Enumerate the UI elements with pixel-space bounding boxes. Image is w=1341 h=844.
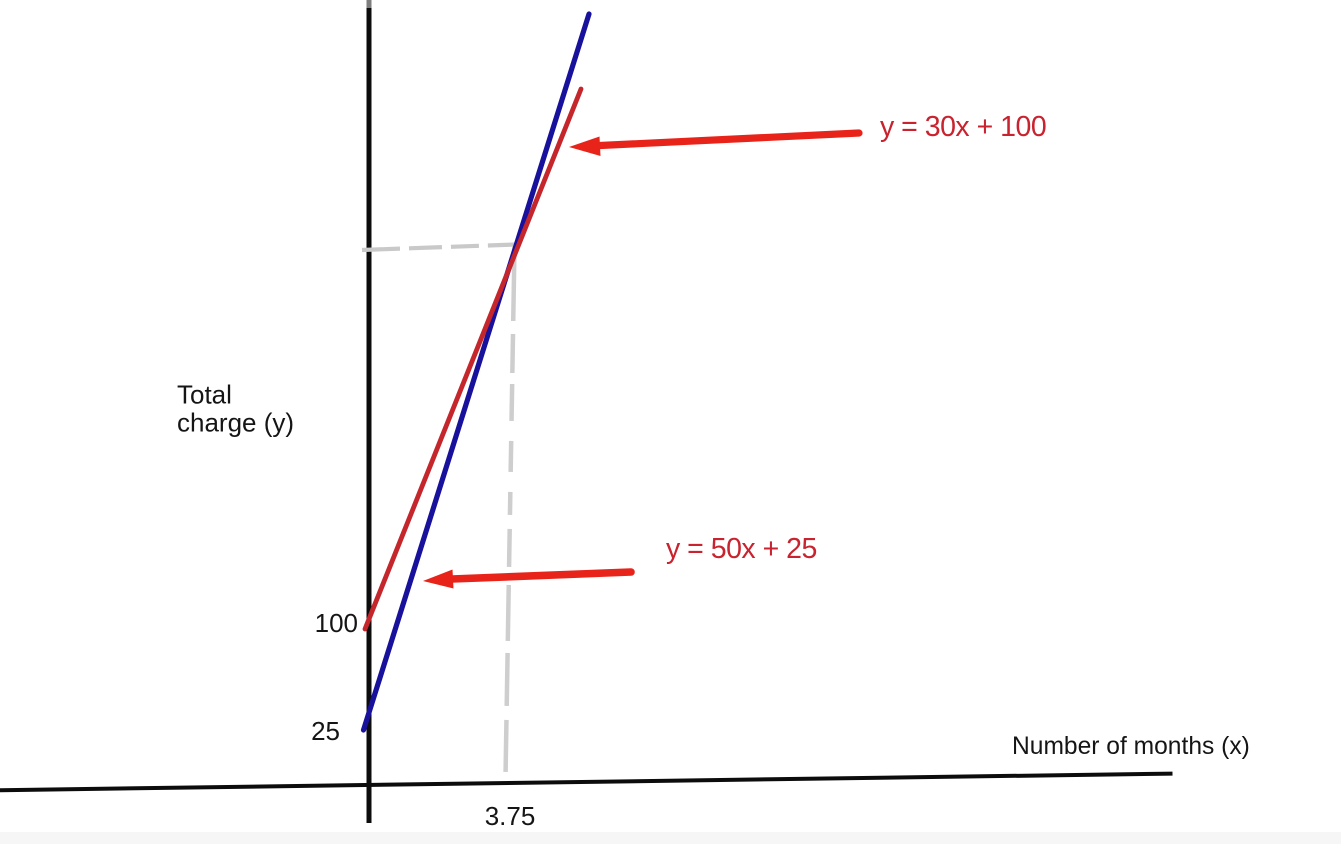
svg-text:y = 50x + 25: y = 50x + 25 — [666, 533, 817, 565]
svg-text:charge (y): charge (y) — [177, 408, 294, 438]
svg-text:y = 30x + 100: y = 30x + 100 — [880, 111, 1046, 143]
svg-text:3.75: 3.75 — [485, 801, 536, 831]
svg-text:Total: Total — [177, 380, 232, 410]
svg-text:100: 100 — [315, 608, 358, 638]
svg-text:25: 25 — [311, 716, 340, 746]
svg-text:Number of months (x): Number of months (x) — [1012, 733, 1250, 760]
